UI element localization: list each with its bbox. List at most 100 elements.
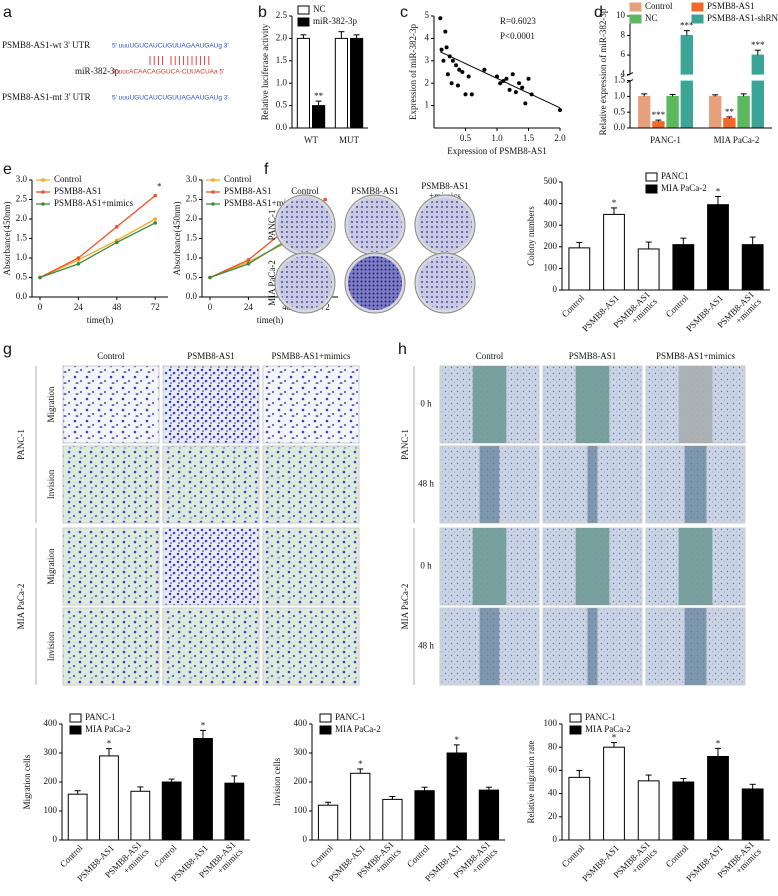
legend-label: MIA PaCa-2 xyxy=(335,724,381,734)
plate xyxy=(348,256,402,310)
point xyxy=(443,29,448,34)
significance: *** xyxy=(751,40,765,50)
chart: ** WT MUT 0.0 0.5 1.0 1.5 2.0 2.5 Relative lucife… xyxy=(260,4,368,145)
point xyxy=(466,74,471,79)
line xyxy=(39,218,156,279)
point xyxy=(526,76,531,81)
bar xyxy=(224,782,245,841)
line xyxy=(39,195,156,279)
y-tick-label: 1.5 xyxy=(186,233,198,243)
bar xyxy=(637,248,660,291)
x-tick-label: 1.5 xyxy=(523,133,535,143)
bar xyxy=(751,54,764,129)
point xyxy=(38,275,42,280)
y-tick-label: 0 xyxy=(553,834,558,844)
point xyxy=(153,221,157,225)
bar xyxy=(67,793,88,841)
y-tick-label: 200 xyxy=(294,776,308,786)
y-tick-label: 20 xyxy=(548,811,558,821)
x-tick-label: 0 xyxy=(38,302,43,312)
significance: *** xyxy=(680,21,694,31)
point xyxy=(208,275,212,280)
bar xyxy=(707,755,729,841)
y-tick-label: 3.0 xyxy=(16,174,28,184)
point xyxy=(444,45,449,50)
bar xyxy=(741,244,764,291)
legend-swatch xyxy=(297,17,310,27)
y-tick-label: 10 xyxy=(616,10,626,20)
legend-label: MIA PaCa-2 xyxy=(85,724,131,734)
y-tick-label: 0.5 xyxy=(186,272,198,282)
wound-gap xyxy=(587,608,598,685)
plate xyxy=(278,198,332,252)
micrograph xyxy=(162,365,260,444)
row-label: 0 h xyxy=(420,561,432,571)
point xyxy=(246,258,251,262)
y-tick-label: 1.0 xyxy=(16,252,28,262)
y-tick-label: 1 xyxy=(425,100,430,110)
bar xyxy=(446,752,467,841)
bar xyxy=(680,35,693,129)
micrograph xyxy=(162,445,260,524)
y-tick-label: 1.5 xyxy=(614,75,626,85)
y-tick-label: 4 xyxy=(425,32,430,42)
x-tick-label: Control xyxy=(308,842,335,869)
bar xyxy=(568,776,591,841)
point xyxy=(115,225,119,229)
y-axis-label: Colony numbers xyxy=(526,206,536,266)
point xyxy=(438,16,443,21)
significance: * xyxy=(716,738,721,748)
y-tick-label: 0.0 xyxy=(614,122,626,132)
bar xyxy=(603,213,625,291)
bar xyxy=(568,247,591,291)
y-tick-label: 6 xyxy=(621,49,626,59)
significance: * xyxy=(358,759,363,769)
y-tick-label: 1.0 xyxy=(276,77,288,87)
significance: * xyxy=(201,720,206,730)
line xyxy=(39,222,156,279)
x-tick-label: WT xyxy=(304,135,318,145)
y-tick-label: 0.5 xyxy=(276,100,288,110)
point xyxy=(441,58,446,63)
point xyxy=(454,63,459,68)
legend-swatch xyxy=(69,725,82,735)
y-tick-label: 60 xyxy=(548,764,558,774)
bar xyxy=(638,95,651,129)
bar xyxy=(666,95,679,129)
micrograph xyxy=(262,445,360,524)
significance: * xyxy=(716,187,721,197)
y-tick-label: 8 xyxy=(621,30,626,40)
base-pairs xyxy=(149,56,210,65)
point xyxy=(469,92,474,97)
micrograph xyxy=(62,607,160,686)
column-label: PSMB8-AS1 xyxy=(569,351,617,361)
significance: ** xyxy=(314,91,324,101)
point xyxy=(76,262,81,266)
chart: 1 2 3 4 5 0.5 1.0 1.5 2.0 Expression of PSMB8-AS1… xyxy=(408,10,566,156)
legend-swatch xyxy=(211,202,215,206)
panel-label: d xyxy=(594,4,603,21)
point xyxy=(520,85,525,90)
column-label: PSMB8-AS1 xyxy=(351,186,399,196)
bar xyxy=(317,804,339,841)
y-axis-label: Invision cells xyxy=(272,757,282,806)
panel-label: b xyxy=(258,4,267,21)
y-tick-label: 100 xyxy=(544,262,558,272)
plate xyxy=(348,198,402,252)
row-label: Invision xyxy=(46,631,56,661)
y-axis-label: Expression of miR-382-3p xyxy=(408,24,418,120)
x-tick-label: PSMB8-AS1+mimics xyxy=(611,839,659,887)
y-axis-label: Absorbance(450nm) xyxy=(2,202,12,276)
wound-gap xyxy=(479,608,500,685)
bar xyxy=(707,204,729,291)
y-tick-label: 100 xyxy=(44,805,58,815)
legend-swatch xyxy=(41,190,45,194)
bar xyxy=(637,780,660,841)
panel-label: f xyxy=(264,161,269,178)
micrograph xyxy=(62,365,160,444)
x-tick-label: Control xyxy=(58,842,85,869)
micrograph xyxy=(62,527,160,606)
legend-label: PANC-1 xyxy=(335,712,366,722)
